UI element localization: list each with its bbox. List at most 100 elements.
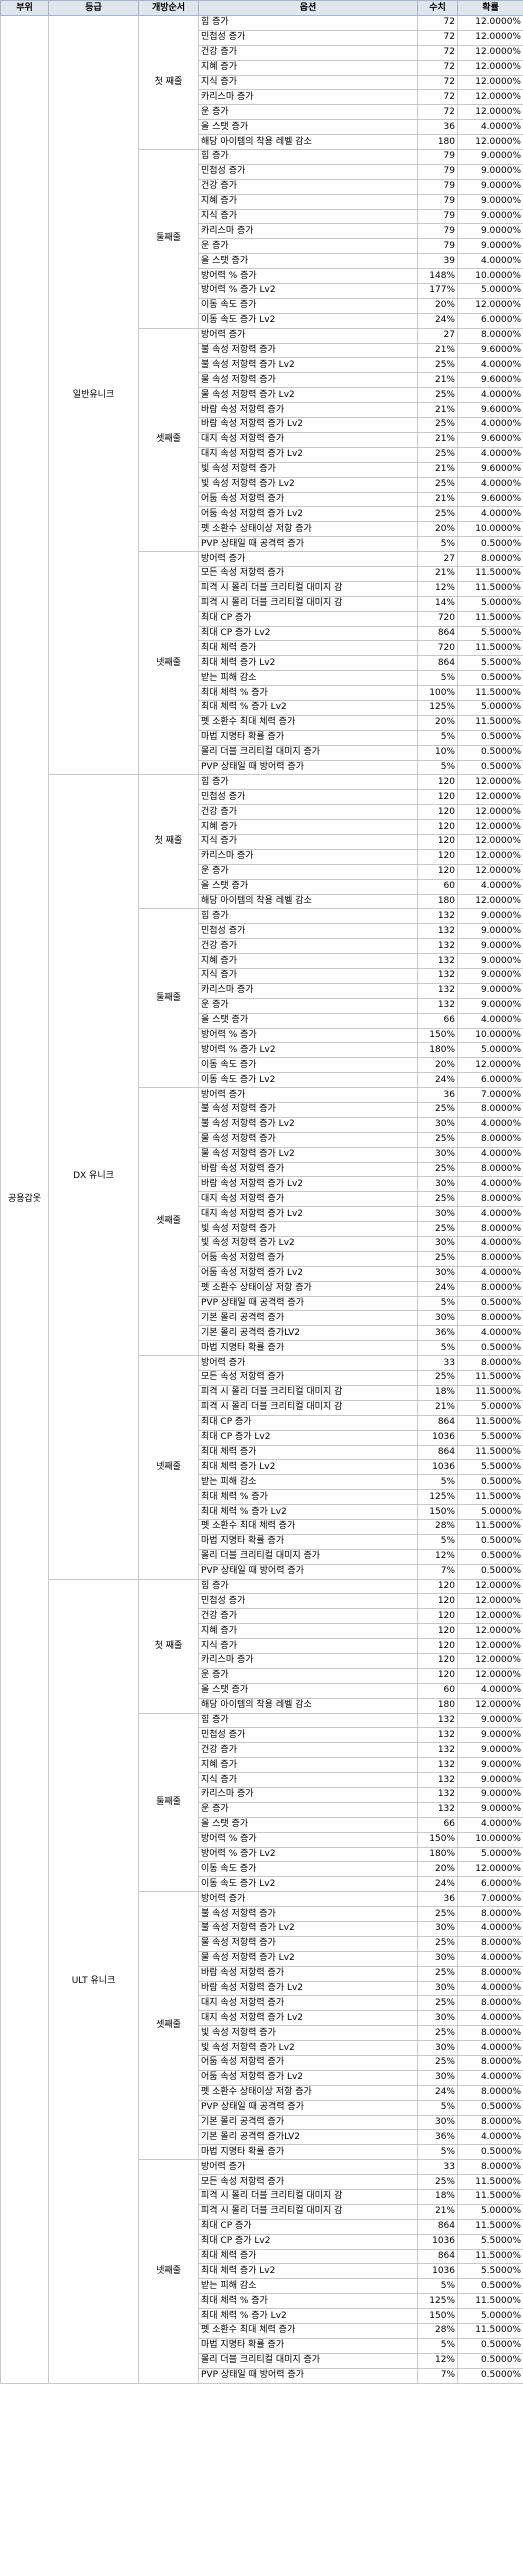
option-probability: 11.5000%: [457, 1518, 523, 1535]
option-value: 21%: [417, 491, 458, 508]
option-name: 최대 체력 % 증가 Lv2: [198, 1504, 418, 1520]
slot-cell: 셋째줄: [138, 1087, 199, 1357]
option-value: 60: [417, 878, 458, 895]
table-row: 민첩성 증가 132 9.0000%: [1, 923, 523, 940]
option-value: 33: [417, 1355, 458, 1372]
option-value: 180: [417, 1697, 458, 1714]
option-probability: 11.5000%: [457, 565, 523, 582]
option-name: 민첩성 증가: [198, 923, 418, 940]
option-probability: 5.0000%: [457, 1399, 523, 1416]
option-probability: 4.0000%: [457, 1012, 523, 1029]
table-row: 지식 증가 120 12.0000%: [1, 833, 523, 850]
option-value: 5%: [417, 536, 458, 553]
option-value: 21%: [417, 565, 458, 582]
option-probability: 10.0000%: [457, 1831, 523, 1848]
option-probability: 4.0000%: [457, 1176, 523, 1193]
option-value: 24%: [417, 1280, 458, 1297]
option-probability: 12.0000%: [457, 74, 523, 91]
option-name: 불 속성 저항력 증가: [198, 342, 418, 359]
option-value: 36: [417, 119, 458, 136]
option-value: 14%: [417, 595, 458, 612]
option-probability: 12.0000%: [457, 1057, 523, 1074]
option-probability: 8.0000%: [457, 1995, 523, 2012]
option-value: 120: [417, 863, 458, 880]
option-probability: 9.0000%: [457, 1757, 523, 1774]
option-value: 25%: [417, 357, 458, 374]
option-probability: 0.5000%: [457, 2367, 523, 2384]
option-probability: 0.5000%: [457, 2144, 523, 2161]
option-value: 5%: [417, 670, 458, 687]
option-probability: 10.0000%: [457, 521, 523, 538]
option-probability: 11.5000%: [457, 1414, 523, 1431]
option-probability: 4.0000%: [457, 2010, 523, 2027]
option-probability: 9.0000%: [457, 223, 523, 240]
table-row: DX 유니크 첫 째줄 힘 증가 120 12.0000%: [1, 774, 523, 1580]
option-probability: 5.0000%: [457, 2203, 523, 2220]
option-probability: 8.0000%: [457, 1131, 523, 1148]
option-name: 올 스탯 증가: [198, 253, 418, 270]
option-probability: 11.5000%: [457, 580, 523, 597]
option-value: 79: [417, 149, 458, 165]
table-row: 피격 시 몰리 더블 크리티컬 대미지 감 18% 11.5000%: [1, 1384, 523, 1401]
option-probability: 11.5000%: [457, 2293, 523, 2310]
option-name: 지식 증가: [198, 1638, 418, 1654]
option-value: 79: [417, 163, 458, 180]
option-value: 20%: [417, 1861, 458, 1878]
option-probability: 12.0000%: [457, 789, 523, 806]
option-name: 방어력 증가: [198, 1891, 418, 1908]
option-name: 빛 속성 저항력 증가 Lv2: [198, 2040, 418, 2057]
table-row: 지식 증가 72 12.0000%: [1, 74, 523, 91]
table-row: 건강 증가 120 12.0000%: [1, 1608, 523, 1625]
option-value: 180: [417, 134, 458, 151]
option-name: 최대 CP 증가: [198, 2218, 418, 2235]
grade-cell: ULT 유니크: [48, 1578, 139, 2384]
table-row: 민첩성 증가 79 9.0000%: [1, 163, 523, 180]
option-value: 150%: [417, 1504, 458, 1520]
option-probability: 8.0000%: [457, 1221, 523, 1238]
option-value: 72: [417, 74, 458, 91]
slot-cell: 첫 째줄: [138, 1578, 199, 1714]
option-value: 5%: [417, 1340, 458, 1357]
option-name: 지혜 증가: [198, 819, 418, 835]
option-name: 방어력 증가: [198, 551, 418, 567]
table-row: 카리스마 증가 120 12.0000%: [1, 848, 523, 865]
option-name: 펫 소환수 상태이상 저항 증가: [198, 2084, 418, 2101]
option-probability: 0.5000%: [457, 670, 523, 687]
table-row: 피격 시 몰리 더블 크리티컬 대미지 감 12% 11.5000%: [1, 580, 523, 597]
option-probability: 0.5000%: [457, 1295, 523, 1312]
option-name: 지식 증가: [198, 968, 418, 984]
table-row: 올 스탯 증가 60 4.0000%: [1, 878, 523, 895]
option-value: 27: [417, 327, 458, 344]
option-probability: 0.5000%: [457, 1533, 523, 1550]
option-name: 최대 체력 증가 Lv2: [198, 1459, 418, 1476]
option-name: 피격 시 몰리 더블 크리티컬 대미지 감: [198, 1399, 418, 1416]
option-value: 39: [417, 253, 458, 270]
option-table: 부위 등급 개방순서 옵션 수치 확률 공용갑옷 일반유니크 첫 째줄 힘 증가 72 1…: [0, 0, 523, 2384]
option-value: 125%: [417, 2293, 458, 2310]
option-probability: 12.0000%: [457, 863, 523, 880]
option-name: 건강 증가: [198, 1608, 418, 1625]
option-name: 건강 증가: [198, 1742, 418, 1759]
option-name: 마법 지명타 확률 증가: [198, 1340, 418, 1357]
part-cell: 공용갑옷: [0, 15, 49, 2384]
option-probability: 9.0000%: [457, 968, 523, 984]
option-name: 바람 속성 저항력 증가 Lv2: [198, 417, 418, 433]
option-name: 운 증가: [198, 863, 418, 880]
option-name: 빛 속성 저항력 증가: [198, 1221, 418, 1238]
option-value: 30%: [417, 1116, 458, 1133]
option-value: 120: [417, 1652, 458, 1669]
option-value: 21%: [417, 342, 458, 359]
option-value: 864: [417, 2218, 458, 2235]
option-name: 대지 속성 저항력 증가: [198, 1995, 418, 2012]
option-name: 불 속성 저항력 증가: [198, 1102, 418, 1118]
option-probability: 5.5000%: [457, 2233, 523, 2250]
table-row: 방어력 % 증가 Lv2 177% 5.0000%: [1, 283, 523, 299]
option-probability: 12.0000%: [457, 893, 523, 910]
option-name: 어둠 속성 저항력 증가: [198, 2055, 418, 2071]
option-name: 마법 지명타 확률 증가: [198, 729, 418, 746]
option-name: 몰리 더블 크리티컬 대미지 증가: [198, 2352, 418, 2369]
option-name: 펫 소환수 최대 체력 증가: [198, 2323, 418, 2339]
option-name: 민첩성 증가: [198, 789, 418, 806]
table-row: 최대 체력 % 증가 125% 11.5000%: [1, 2293, 523, 2310]
option-probability: 5.0000%: [457, 1042, 523, 1059]
